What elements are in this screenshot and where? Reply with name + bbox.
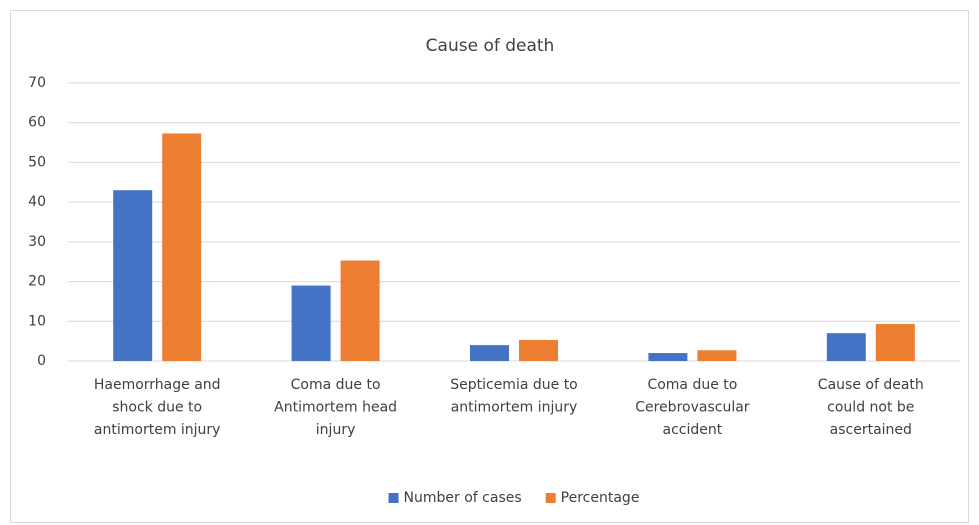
x-tick-label: Cause of death could not be ascertained (818, 377, 924, 438)
x-tick-label: Coma due to Cerebrovascular accident (635, 377, 750, 438)
y-tick-label: 0 (37, 353, 46, 369)
y-tick-label: 30 (28, 234, 46, 250)
legend-swatch (388, 493, 399, 503)
bar (697, 350, 737, 361)
bar (113, 190, 153, 361)
bar (291, 285, 331, 361)
legend-swatch (545, 493, 556, 503)
legend-label: Percentage (561, 490, 640, 506)
bar (340, 260, 380, 361)
bar (470, 345, 509, 361)
bar (826, 333, 866, 361)
chart-frame (10, 10, 969, 523)
bar (519, 339, 558, 361)
y-tick-label: 60 (28, 115, 46, 131)
y-tick-label: 20 (28, 274, 46, 290)
y-tick-label: 70 (28, 75, 46, 91)
bar (648, 353, 688, 361)
legend-label: Number of cases (404, 490, 522, 506)
x-tick-label: Coma due to Antimortem head injury (274, 377, 397, 438)
y-tick-label: 50 (28, 154, 46, 170)
bar (162, 133, 202, 361)
x-tick-label: Haemorrhage and shock due to antimortem in… (94, 377, 221, 438)
x-tick-label: Septicemia due to antimortem injury (450, 377, 578, 416)
y-tick-label: 10 (28, 313, 46, 329)
bar (875, 324, 915, 361)
chart-title: Cause of death (426, 36, 555, 56)
y-tick-label: 40 (28, 194, 46, 210)
